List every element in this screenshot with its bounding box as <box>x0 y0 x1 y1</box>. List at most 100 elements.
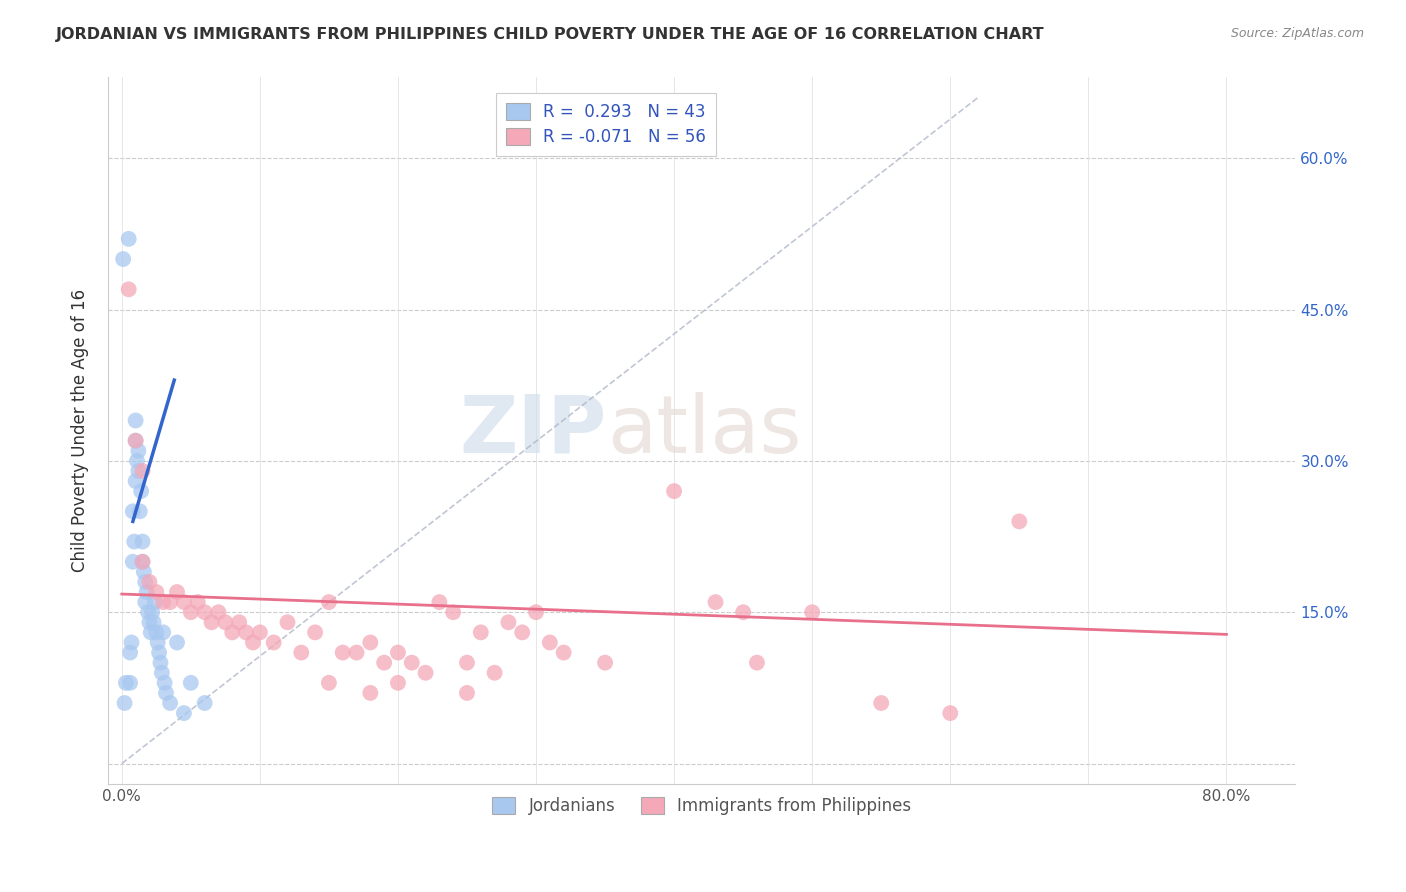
Point <box>214 615 236 630</box>
Point <box>129 484 152 499</box>
Point <box>538 635 561 649</box>
Point <box>593 656 616 670</box>
Point <box>118 282 141 296</box>
Point <box>131 555 153 569</box>
Point <box>939 706 962 720</box>
Point <box>415 665 437 680</box>
Point <box>136 605 159 619</box>
Point <box>120 676 142 690</box>
Point <box>387 676 409 690</box>
Point <box>148 646 170 660</box>
Point <box>138 615 160 630</box>
Point <box>149 656 172 670</box>
Point <box>1008 515 1031 529</box>
Point <box>456 686 478 700</box>
Point <box>166 585 188 599</box>
Point <box>346 646 368 660</box>
Point <box>134 595 156 609</box>
Point <box>187 595 209 609</box>
Point <box>318 595 340 609</box>
Legend: Jordanians, Immigrants from Philippines: Jordanians, Immigrants from Philippines <box>482 787 921 825</box>
Text: ZIP: ZIP <box>460 392 607 469</box>
Point <box>263 635 285 649</box>
Point <box>194 605 217 619</box>
Point <box>359 686 381 700</box>
Point <box>387 646 409 660</box>
Point <box>180 605 202 619</box>
Point <box>290 646 312 660</box>
Point <box>124 474 146 488</box>
Point <box>131 555 153 569</box>
Point <box>662 484 685 499</box>
Point <box>127 464 149 478</box>
Point <box>221 625 243 640</box>
Point <box>132 565 155 579</box>
Point <box>173 595 195 609</box>
Point <box>124 413 146 427</box>
Y-axis label: Child Poverty Under the Age of 16: Child Poverty Under the Age of 16 <box>72 289 89 572</box>
Point <box>318 676 340 690</box>
Point <box>145 585 167 599</box>
Point <box>166 635 188 649</box>
Point <box>118 232 141 246</box>
Point <box>173 706 195 720</box>
Point <box>122 534 145 549</box>
Point <box>146 635 169 649</box>
Point <box>125 454 148 468</box>
Point <box>152 595 174 609</box>
Point <box>141 605 163 619</box>
Point <box>142 615 165 630</box>
Point <box>401 656 423 670</box>
Point <box>207 605 229 619</box>
Text: atlas: atlas <box>607 392 801 469</box>
Point <box>121 504 143 518</box>
Point <box>242 635 264 649</box>
Point <box>870 696 893 710</box>
Point <box>524 605 547 619</box>
Point <box>304 625 326 640</box>
Text: JORDANIAN VS IMMIGRANTS FROM PHILIPPINES CHILD POVERTY UNDER THE AGE OF 16 CORRE: JORDANIAN VS IMMIGRANTS FROM PHILIPPINES… <box>56 27 1045 42</box>
Point <box>510 625 533 640</box>
Point <box>745 656 768 670</box>
Point <box>249 625 271 640</box>
Point <box>498 615 520 630</box>
Point <box>112 252 135 266</box>
Point <box>127 443 149 458</box>
Point <box>139 625 162 640</box>
Point <box>228 615 250 630</box>
Point <box>121 635 143 649</box>
Point <box>121 555 143 569</box>
Point <box>159 696 181 710</box>
Point <box>159 595 181 609</box>
Point <box>484 665 506 680</box>
Point <box>131 534 153 549</box>
Point <box>128 504 150 518</box>
Point <box>704 595 727 609</box>
Point <box>145 625 167 640</box>
Point <box>153 676 176 690</box>
Point <box>441 605 464 619</box>
Point <box>134 574 156 589</box>
Point <box>131 464 153 478</box>
Point <box>138 574 160 589</box>
Point <box>235 625 257 640</box>
Point <box>115 676 138 690</box>
Point <box>120 646 142 660</box>
Point <box>124 434 146 448</box>
Point <box>143 595 166 609</box>
Point <box>359 635 381 649</box>
Point <box>801 605 824 619</box>
Point <box>180 676 202 690</box>
Point <box>152 625 174 640</box>
Point <box>276 615 298 630</box>
Point <box>194 696 217 710</box>
Point <box>429 595 451 609</box>
Point <box>124 434 146 448</box>
Point <box>114 696 136 710</box>
Point <box>155 686 177 700</box>
Point <box>373 656 395 670</box>
Point <box>733 605 755 619</box>
Point <box>470 625 492 640</box>
Point <box>135 585 157 599</box>
Point <box>553 646 575 660</box>
